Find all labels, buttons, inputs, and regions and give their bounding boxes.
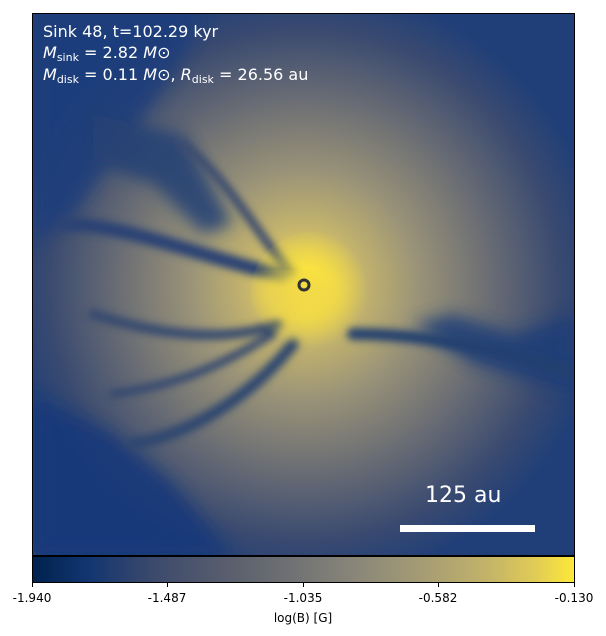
colorbar-tick-label: -1.940 — [12, 591, 52, 605]
magnetic-field-map — [32, 13, 575, 556]
sink-mass-line: Msink = 2.82 M⊙ — [43, 43, 171, 64]
scale-bar — [400, 525, 535, 532]
colorbar-tick-label: -0.582 — [418, 591, 458, 605]
colorbar-tick-label: -0.130 — [554, 591, 594, 605]
colorbar-tick — [303, 583, 304, 587]
colorbar-tick-label: -1.487 — [147, 591, 187, 605]
colorbar-label: log(B) [G] — [273, 611, 333, 625]
sink-marker — [297, 278, 311, 292]
disk-info-line: Mdisk = 0.11 M⊙, Rdisk = 26.56 au — [43, 65, 309, 86]
colorbar-tick — [167, 583, 168, 587]
low-field-regions — [33, 14, 574, 555]
colorbar — [32, 556, 575, 583]
colorbar-tick-label: -1.035 — [283, 591, 323, 605]
colorbar-tick — [574, 583, 575, 587]
scale-bar-label: 125 au — [425, 483, 502, 508]
sink-info-line: Sink 48, t=102.29 kyr — [43, 22, 219, 41]
colorbar-tick — [438, 583, 439, 587]
colorbar-tick — [32, 583, 33, 587]
